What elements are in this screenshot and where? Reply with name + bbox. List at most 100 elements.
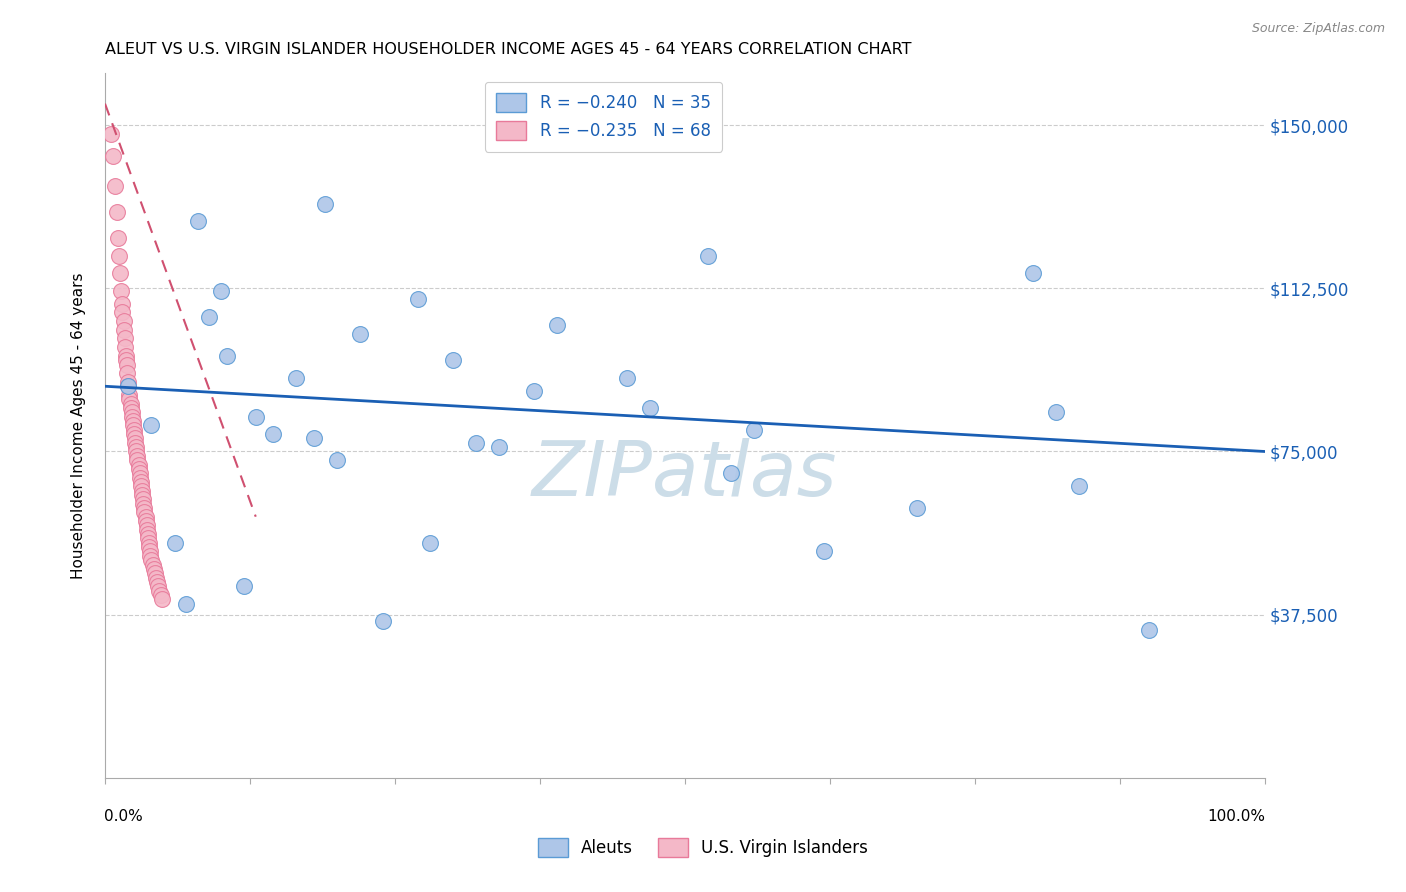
Point [149,588,172,602]
Point [128,467,150,481]
Point [136,527,159,541]
Point [135,518,157,533]
Point [813,544,835,558]
Point [125,440,148,454]
Point [129,479,152,493]
Point [115,353,138,368]
Text: ZIPatlas: ZIPatlas [531,438,838,512]
Point [135,523,157,537]
Point [121,405,143,419]
Point [117,379,139,393]
Point [163,536,186,550]
Point [132,492,155,507]
Point [112,314,135,328]
Point [616,370,638,384]
Point [546,318,568,333]
Point [174,597,197,611]
Point [142,562,165,576]
Point [419,536,441,550]
Point [132,497,155,511]
Point [111,296,134,310]
Point [118,392,141,407]
Point [107,231,129,245]
Point [145,570,167,584]
Point [122,427,145,442]
Point [720,467,742,481]
Point [215,349,238,363]
Point [101,149,124,163]
Text: 100.0%: 100.0% [1208,809,1265,824]
Point [105,205,128,219]
Point [131,483,153,498]
Point [141,558,163,572]
Point [120,397,142,411]
Point [128,462,150,476]
Point [117,375,139,389]
Point [115,366,138,380]
Point [114,340,136,354]
Point [373,614,395,628]
Point [905,501,928,516]
Point [148,579,170,593]
Y-axis label: Householder Income Ages 45 - 64 years: Householder Income Ages 45 - 64 years [72,272,86,579]
Point [135,509,157,524]
Point [122,423,145,437]
Point [100,127,122,141]
Point [110,284,132,298]
Point [1021,266,1043,280]
Point [314,196,336,211]
Point [441,353,464,368]
Point [638,401,661,415]
Point [138,536,160,550]
Point [129,475,152,489]
Point [111,305,134,319]
Point [121,409,143,424]
Point [134,505,156,519]
Point [127,453,149,467]
Legend: Aleuts, U.S. Virgin Islanders: Aleuts, U.S. Virgin Islanders [530,830,876,866]
Point [209,284,232,298]
Point [150,592,173,607]
Point [115,358,138,372]
Point [1067,479,1090,493]
Point [127,449,149,463]
Point [112,323,135,337]
Point [139,544,162,558]
Legend: R = −0.240   N = 35, R = −0.235   N = 68: R = −0.240 N = 35, R = −0.235 N = 68 [485,81,723,152]
Point [104,179,127,194]
Point [128,458,150,472]
Point [136,532,159,546]
Point [302,432,325,446]
Point [245,409,267,424]
Point [523,384,546,398]
Text: 0.0%: 0.0% [104,809,142,824]
Point [125,444,148,458]
Point [143,566,166,581]
Point [108,266,131,280]
Point [124,435,146,450]
Point [117,379,139,393]
Point [488,440,510,454]
Text: Source: ZipAtlas.com: Source: ZipAtlas.com [1251,22,1385,36]
Point [285,370,308,384]
Point [124,432,146,446]
Point [138,540,160,554]
Point [326,453,349,467]
Point [146,574,169,589]
Point [744,423,766,437]
Point [141,418,163,433]
Point [134,501,156,516]
Point [1045,405,1067,419]
Point [121,418,143,433]
Point [198,310,221,324]
Text: ALEUT VS U.S. VIRGIN ISLANDER HOUSEHOLDER INCOME AGES 45 - 64 YEARS CORRELATION : ALEUT VS U.S. VIRGIN ISLANDER HOUSEHOLDE… [105,42,911,57]
Point [115,349,138,363]
Point [108,249,131,263]
Point [262,427,284,442]
Point [1137,623,1160,637]
Point [148,583,170,598]
Point [135,514,157,528]
Point [141,553,163,567]
Point [131,488,153,502]
Point [139,549,162,563]
